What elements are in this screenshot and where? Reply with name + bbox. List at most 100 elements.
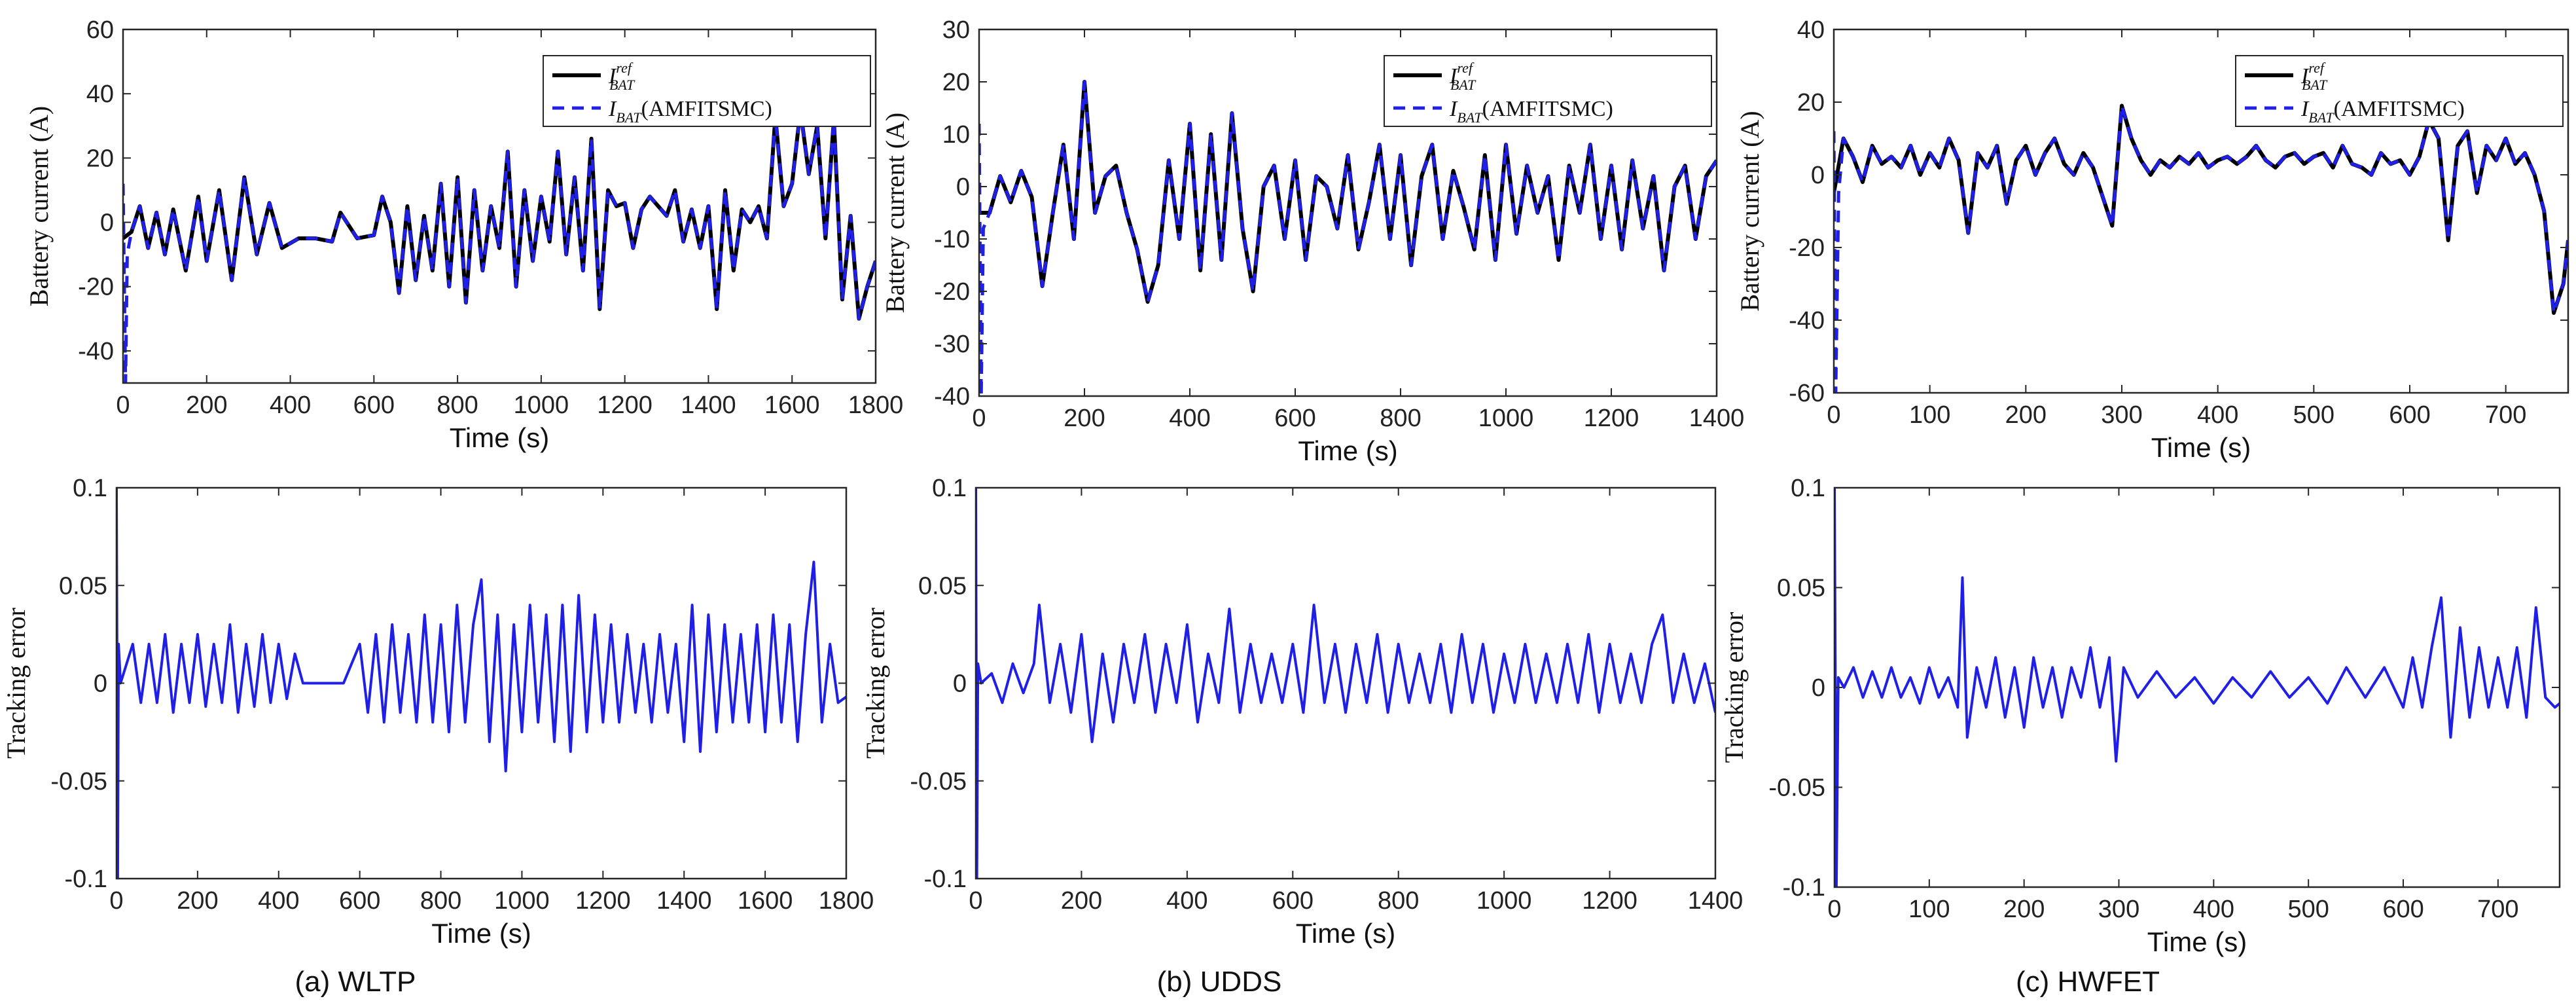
wltp-current-axes-frame bbox=[122, 28, 877, 384]
udds-current-ytick-label: -40 bbox=[934, 383, 970, 410]
wltp-error-ytick-label: -0.05 bbox=[50, 768, 107, 795]
hwfet-current-xtick-label: 300 bbox=[2101, 401, 2142, 429]
hwfet-current-legend-label-2: IBAT(AMFITSMC) bbox=[2300, 97, 2465, 126]
wltp-error-xtick-label: 1000 bbox=[494, 887, 550, 915]
udds-error-series-1 bbox=[976, 488, 1715, 879]
wltp-current-ytick-label: 0 bbox=[100, 210, 114, 237]
udds-current-xtick-label: 1000 bbox=[1478, 405, 1534, 432]
wltp-current-legend: Iref BAT IBAT(AMFITSMC) bbox=[543, 55, 871, 127]
hwfet-current-xtick-label: 700 bbox=[2485, 401, 2526, 429]
wltp-current-legend-box bbox=[543, 55, 871, 127]
wltp-error-xtick-label: 800 bbox=[420, 887, 461, 915]
wltp-error-xtick-label: 1400 bbox=[656, 887, 712, 915]
hwfet-current-ytick-label: 40 bbox=[1797, 16, 1825, 44]
hwfet-error-ytick-label: 0.05 bbox=[1777, 575, 1825, 602]
udds-current-xtick-label: 200 bbox=[1064, 405, 1105, 432]
wltp-current-ytick-label: -40 bbox=[78, 338, 114, 365]
caption-hwfet: (c) HWFET bbox=[2016, 966, 2160, 998]
wltp-error-xtick-label: 600 bbox=[339, 887, 380, 915]
udds-error-ylabel: Tracking error bbox=[861, 608, 890, 759]
chart-udds-error: 0 200 400 600 800 1000 1200 1400 -0.1 -0.05 0 0.05 0… bbox=[861, 475, 1743, 949]
hwfet-error-xtick-label: 500 bbox=[2287, 896, 2329, 923]
udds-current-legend: Iref BAT IBAT(AMFITSMC) bbox=[1384, 55, 1712, 127]
wltp-current-xtick-label: 1200 bbox=[597, 392, 653, 419]
wltp-error-ytick-label: 0 bbox=[94, 670, 107, 698]
hwfet-current-legend: Iref BAT IBAT(AMFITSMC) bbox=[2235, 55, 2564, 127]
wltp-error-xtick-label: 200 bbox=[177, 887, 218, 915]
caption-udds: (b) UDDS bbox=[1157, 966, 1282, 998]
wltp-error-ytick-label: 0.1 bbox=[73, 475, 107, 502]
hwfet-current-legend-label-1: Iref BAT bbox=[2300, 60, 2328, 93]
udds-current-ytick-label: 0 bbox=[956, 173, 970, 201]
udds-error-xtick-label: 1200 bbox=[1582, 887, 1637, 915]
udds-current-series-2 bbox=[979, 80, 1717, 396]
udds-current-legend-box bbox=[1384, 55, 1712, 127]
wltp-current-xtick-label: 600 bbox=[353, 392, 395, 419]
wltp-current-ytick-label: 20 bbox=[86, 145, 114, 172]
udds-error-xtick-label: 0 bbox=[969, 887, 982, 915]
hwfet-error-series-1 bbox=[1834, 488, 2560, 887]
wltp-current-xtick-label: 400 bbox=[270, 392, 311, 419]
udds-current-legend-label-1: Iref BAT bbox=[1449, 60, 1476, 93]
wltp-error-xtick-label: 1800 bbox=[819, 887, 874, 915]
wltp-error-xtick-label: 0 bbox=[109, 887, 123, 915]
udds-error-xtick-label: 600 bbox=[1272, 887, 1314, 915]
hwfet-current-ytick-label: -60 bbox=[1789, 380, 1825, 407]
hwfet-error-xtick-label: 400 bbox=[2193, 896, 2234, 923]
wltp-current-xtick-label: 1600 bbox=[764, 392, 820, 419]
wltp-error-ytick-label: 0.05 bbox=[59, 572, 107, 600]
wltp-error-xtick-label: 1600 bbox=[738, 887, 793, 915]
udds-error-xlabel: Time (s) bbox=[1296, 918, 1395, 949]
wltp-current-xtick-label: 1000 bbox=[514, 392, 569, 419]
udds-current-ylabel: Battery current (A) bbox=[880, 113, 910, 314]
udds-current-xtick-label: 400 bbox=[1169, 405, 1210, 432]
udds-error-ytick-label: -0.05 bbox=[910, 768, 967, 795]
udds-current-ytick-label: -20 bbox=[934, 278, 970, 306]
hwfet-current-xlabel: Time (s) bbox=[2151, 432, 2251, 463]
wltp-error-xtick-label: 400 bbox=[258, 887, 299, 915]
hwfet-error-ytick-label: 0 bbox=[1812, 674, 1825, 702]
hwfet-current-ytick-label: 20 bbox=[1797, 89, 1825, 117]
hwfet-current-xtick-label: 0 bbox=[1827, 401, 1840, 429]
udds-error-ytick-label: -0.1 bbox=[924, 866, 967, 893]
hwfet-current-xtick-label: 400 bbox=[2197, 401, 2238, 429]
hwfet-error-xtick-label: 0 bbox=[1827, 896, 1841, 923]
hwfet-current-ytick-label: -20 bbox=[1789, 234, 1825, 262]
udds-current-xtick-label: 1200 bbox=[1584, 405, 1639, 432]
wltp-error-series-1 bbox=[116, 488, 846, 879]
wltp-current-ylabel: Battery current (A) bbox=[24, 106, 54, 307]
udds-error-xtick-label: 1000 bbox=[1476, 887, 1532, 915]
udds-error-ytick-label: 0 bbox=[953, 670, 967, 698]
wltp-current-xtick-label: 800 bbox=[437, 392, 478, 419]
chart-hwfet-current: 0 100 200 300 400 500 600 700 -60 -40 -20 0 20 40 Time… bbox=[1735, 16, 2569, 463]
hwfet-current-ytick-label: -40 bbox=[1789, 307, 1825, 335]
hwfet-current-axes-frame bbox=[1833, 28, 2569, 394]
udds-current-xtick-label: 800 bbox=[1380, 405, 1421, 432]
wltp-current-ytick-label: 60 bbox=[86, 16, 114, 44]
plots-layer: 0 200 400 600 800 1000 1200 1400 1600 1800-40-200… bbox=[1, 16, 2569, 957]
hwfet-current-xtick-label: 100 bbox=[1909, 401, 1950, 429]
hwfet-current-series-2 bbox=[1834, 104, 2568, 393]
wltp-current-ytick-label: 40 bbox=[86, 81, 114, 108]
wltp-current-xtick-label: 1800 bbox=[848, 392, 904, 419]
wltp-current-legend-label-1: Iref BAT bbox=[608, 60, 635, 93]
udds-current-ytick-label: 20 bbox=[942, 69, 970, 96]
udds-error-xtick-label: 200 bbox=[1061, 887, 1102, 915]
wltp-current-series-2 bbox=[123, 108, 876, 383]
udds-error-ytick-label: 0.05 bbox=[918, 572, 967, 600]
hwfet-current-xtick-label: 600 bbox=[2389, 401, 2430, 429]
udds-error-xtick-label: 800 bbox=[1378, 887, 1419, 915]
wltp-current-xlabel: Time (s) bbox=[450, 422, 549, 453]
udds-current-xtick-label: 1400 bbox=[1689, 405, 1745, 432]
hwfet-current-ylabel: Battery current (A) bbox=[1735, 111, 1764, 312]
udds-error-ytick-label: 0.1 bbox=[932, 475, 967, 502]
udds-current-legend-label-2: IBAT(AMFITSMC) bbox=[1449, 97, 1613, 126]
hwfet-error-xtick-label: 200 bbox=[2003, 896, 2045, 923]
hwfet-current-legend-box bbox=[2235, 55, 2564, 127]
wltp-error-xlabel: Time (s) bbox=[431, 918, 531, 949]
udds-current-ytick-label: -30 bbox=[934, 331, 970, 358]
udds-error-xtick-label: 1400 bbox=[1688, 887, 1744, 915]
udds-current-xtick-label: 600 bbox=[1274, 405, 1315, 432]
udds-error-xtick-label: 400 bbox=[1166, 887, 1208, 915]
